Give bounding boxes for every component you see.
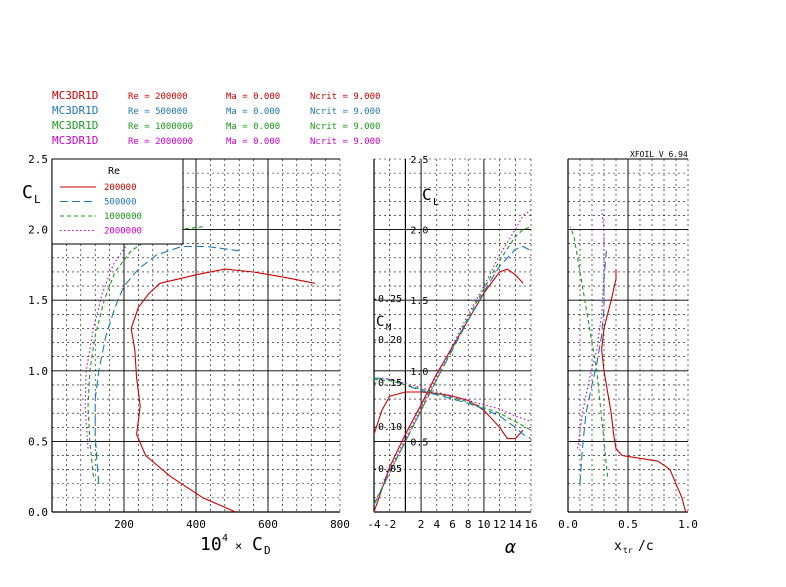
case-re: Re = 2000000 — [128, 137, 193, 147]
y-tick-label: 2.0 — [410, 226, 428, 237]
cm-tick-label: -0.20 — [372, 335, 402, 346]
transition-panel: 0.0 0.5 1.0 x tr/c — [558, 158, 698, 555]
y-tick-label: 0.0 — [28, 506, 48, 519]
legend: Re 200000 500000 1000000 2000000 — [51, 158, 184, 245]
y-tick-label: 0.5 — [28, 435, 48, 448]
case-row: MC3DR1D Re = 200000 Ma = 0.000 Ncrit = 9… — [52, 89, 380, 102]
case-ncrit: Ncrit = 9.000 — [310, 92, 380, 102]
case-ncrit: Ncrit = 9.000 — [310, 107, 380, 117]
cl-axis-label-sub: L — [433, 197, 439, 208]
case-ma: Ma = 0.000 — [226, 107, 280, 117]
case-ma: Ma = 0.000 — [226, 137, 280, 147]
x-tick-label: 16 — [524, 518, 537, 531]
cm-axis-label-sub: M — [386, 323, 392, 333]
y-tick-label: 1.0 — [410, 367, 428, 378]
x-tick-label: 8 — [465, 518, 472, 531]
series-line-1000000 — [373, 226, 532, 504]
x-axis-label: 10 — [200, 534, 222, 555]
series-line-500000 — [579, 250, 607, 484]
case-name: MC3DR1D — [52, 134, 98, 147]
x-tick-label: 4 — [433, 518, 440, 531]
case-row: MC3DR1D Re = 2000000 Ma = 0.000 Ncrit = … — [52, 134, 380, 147]
y-tick-label: 2.5 — [28, 153, 48, 166]
y-tick-label: 1.0 — [28, 365, 48, 378]
x-tick-label: -4 — [367, 518, 381, 531]
alpha-axis-label: α — [505, 537, 516, 558]
legend-label: 1000000 — [104, 212, 142, 222]
series-line-1000000 — [569, 226, 609, 477]
y-axis-label: C — [22, 182, 33, 203]
cm-tick-label: -0.15 — [372, 378, 402, 389]
x-tick-label: 12 — [493, 518, 506, 531]
y-tick-label: 1.5 — [410, 296, 428, 307]
cm-axis-label: C — [376, 314, 384, 330]
x-tick-label: 800 — [330, 518, 350, 531]
x-tick-label: 0.5 — [618, 518, 638, 531]
case-ma: Ma = 0.000 — [226, 92, 280, 102]
x-tick-label: 2 — [418, 518, 425, 531]
x-tick-label: 600 — [258, 518, 278, 531]
series-line-200000 — [130, 268, 315, 513]
series-line-2000000 — [381, 377, 532, 423]
legend-label: 500000 — [104, 198, 137, 208]
x-tick-label: 14 — [509, 518, 523, 531]
case-header: MC3DR1D Re = 200000 Ma = 0.000 Ncrit = 9… — [52, 89, 380, 147]
xtr-axis-label-sub: tr — [623, 546, 633, 555]
case-re: Re = 1000000 — [128, 122, 193, 132]
cl-axis-label: C — [422, 185, 432, 204]
case-ncrit: Ncrit = 9.000 — [310, 122, 380, 132]
y-tick-label: 2.5 — [410, 155, 428, 166]
x-tick-label: 10 — [477, 518, 490, 531]
cm-tick-label: -0.10 — [372, 422, 402, 433]
case-row: MC3DR1D Re = 1000000 Ma = 0.000 Ncrit = … — [52, 119, 380, 132]
case-name: MC3DR1D — [52, 119, 98, 132]
lift-curve-panel: 0.5 1.0 1.5 2.0 2.5 -0.05 -0.10 -0.15 -0.20 -0.25… — [367, 155, 537, 558]
series-line-2000000 — [381, 209, 532, 485]
series-line-2000000 — [577, 209, 605, 449]
series-line-500000 — [94, 245, 240, 484]
y-tick-label: 1.5 — [28, 294, 48, 307]
y-tick-label: 2.0 — [28, 224, 48, 237]
y-axis-label-sub: L — [34, 193, 41, 206]
x-tick-label: 200 — [114, 518, 134, 531]
legend-label: 200000 — [104, 183, 137, 193]
x-tick-label: 1.0 — [678, 518, 698, 531]
x-axis-exponent: 4 — [222, 533, 228, 544]
x-axis-cd: C — [252, 534, 263, 555]
case-name: MC3DR1D — [52, 104, 98, 117]
cm-tick-label: -0.05 — [372, 464, 402, 475]
y-tick-label: 0.5 — [410, 437, 428, 448]
xtr-axis-label: x — [614, 539, 622, 554]
series-line-200000 — [601, 269, 687, 513]
cm-tick-label: -0.25 — [372, 294, 402, 305]
version-label: XFOIL V 6.94 — [630, 150, 688, 159]
x-tick-label: 400 — [186, 518, 206, 531]
series-line-200000 — [373, 268, 524, 513]
case-name: MC3DR1D — [52, 89, 98, 102]
legend-title: Re — [108, 166, 120, 177]
legend-label: 2000000 — [104, 227, 142, 237]
x-tick-label: 0.0 — [558, 518, 578, 531]
x-tick-label: -2 — [383, 518, 396, 531]
series-line-1000000 — [87, 226, 204, 477]
case-ma: Ma = 0.000 — [226, 122, 280, 132]
xtr-axis-label-c: /c — [638, 539, 654, 554]
case-ncrit: Ncrit = 9.000 — [310, 137, 380, 147]
x-axis-cd-sub: D — [264, 544, 271, 557]
series-line-1000000 — [373, 378, 532, 431]
case-re: Re = 200000 — [128, 92, 188, 102]
case-re: Re = 500000 — [128, 107, 188, 117]
x-tick-label: 6 — [449, 518, 456, 531]
series-line-2000000 — [84, 209, 186, 449]
case-row: MC3DR1D Re = 500000 Ma = 0.000 Ncrit = 9… — [52, 104, 380, 117]
x-axis-multiply: × — [235, 539, 242, 553]
